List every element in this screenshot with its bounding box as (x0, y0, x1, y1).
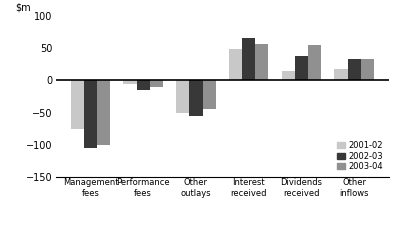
Bar (202, 80, 216, 109)
Bar (308, 45, 321, 80)
Bar (84, 80, 97, 148)
Bar (242, 38, 255, 80)
Bar (137, 80, 150, 90)
Bar (123, 80, 137, 84)
Bar (71, 80, 84, 129)
Bar (97, 80, 110, 145)
Bar (229, 49, 242, 80)
Bar (150, 80, 163, 87)
Bar (281, 71, 295, 80)
Bar (361, 59, 374, 80)
Text: $m: $m (15, 3, 31, 13)
Bar (295, 56, 308, 80)
Bar (255, 44, 268, 80)
Bar (189, 80, 202, 116)
Legend: 2001-02, 2002-03, 2003-04: 2001-02, 2002-03, 2003-04 (335, 139, 385, 173)
Bar (334, 69, 347, 80)
Bar (347, 59, 361, 80)
Bar (176, 80, 189, 113)
